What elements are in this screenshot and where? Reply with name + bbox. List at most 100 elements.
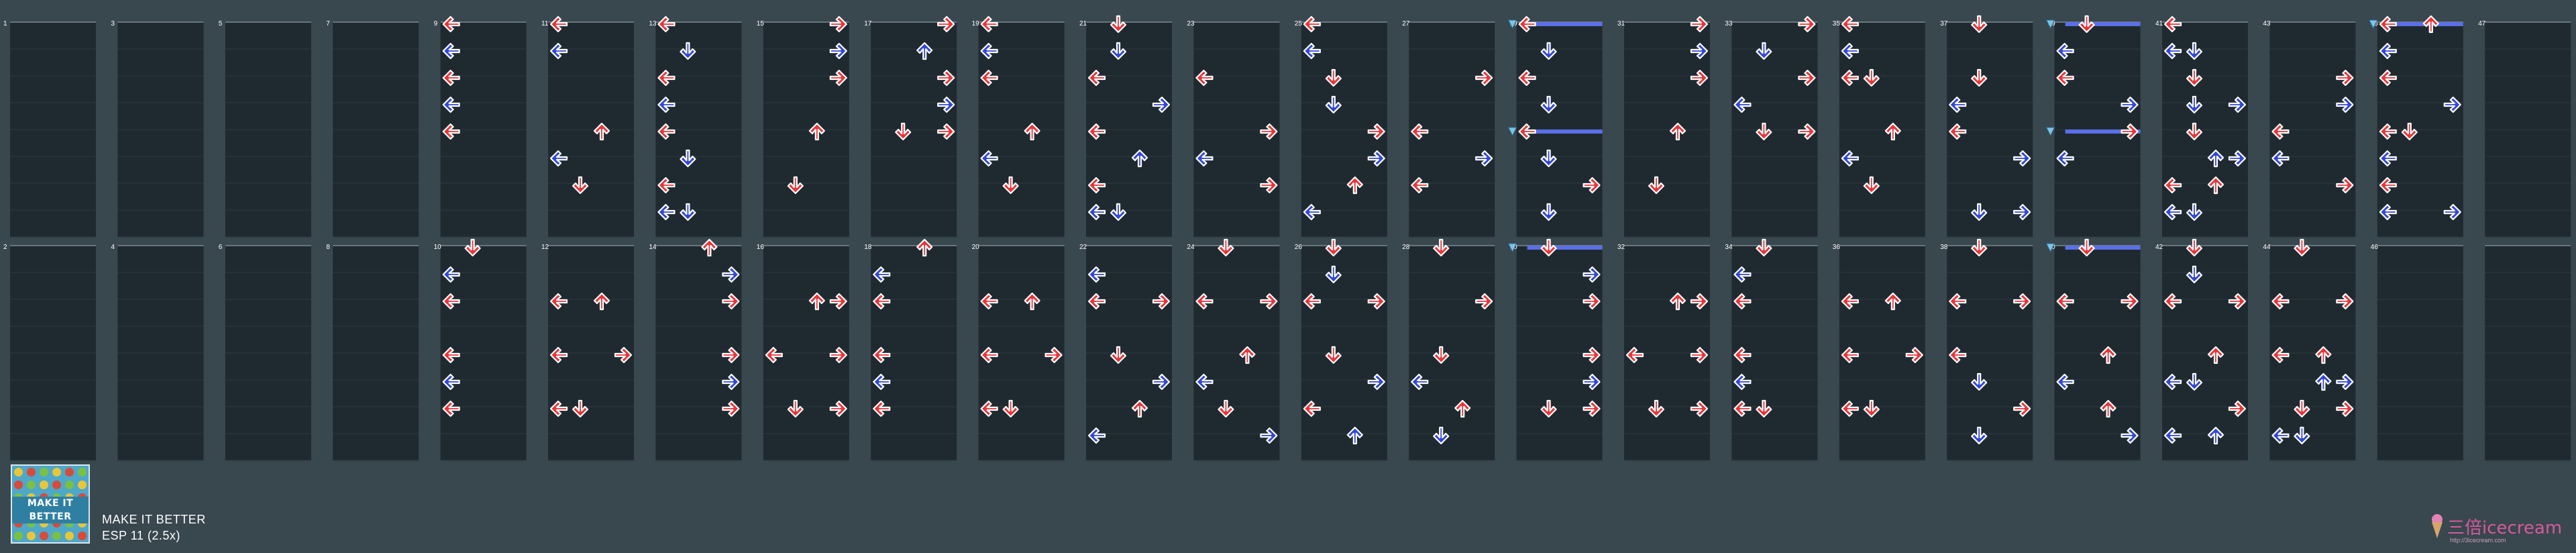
arrow-D-m34-b6 — [1756, 399, 1772, 418]
arrow-U-m40-b4 — [2100, 346, 2116, 364]
arrow-D-m33-b1 — [1756, 42, 1772, 60]
arrow-L-m18-b2 — [873, 293, 891, 310]
arrow-L-m40-b5 — [2056, 373, 2074, 391]
arrow-D-m36-b6 — [1863, 399, 1880, 418]
arrow-U-m41-b6 — [2207, 176, 2224, 195]
arrow-L-m29-b2 — [1518, 69, 1536, 87]
arrow-L-m10-b5 — [442, 373, 460, 391]
arrow-L-m19-b0 — [980, 15, 998, 33]
arrow-L-m18-b6 — [873, 400, 891, 417]
arrow-R-m31-b0 — [1690, 15, 1709, 33]
arrow-U-m42-b4 — [2207, 346, 2224, 364]
freeze-marker — [1507, 243, 1517, 253]
arrow-R-m44-b5 — [2336, 373, 2354, 391]
arrow-R-m32-b4 — [1690, 346, 1709, 364]
arrow-L-m10-b2 — [442, 293, 460, 310]
arrow-D-m34-b0 — [1756, 238, 1772, 257]
arrow-D-m21-b1 — [1110, 42, 1127, 60]
arrow-R-m26-b2 — [1367, 293, 1385, 310]
arrow-L-m27-b6 — [1411, 177, 1429, 194]
arrow-L-m38-b4 — [1949, 346, 1967, 364]
arrow-L-m34-b6 — [1733, 400, 1752, 417]
arrow-D-m37-b7 — [1971, 203, 1988, 221]
arrow-L-m19-b2 — [980, 69, 998, 87]
arrow-D-m10-b0 — [464, 238, 481, 257]
arrow-L-m12-b2 — [549, 293, 568, 310]
arrow-D-m30-b0 — [1540, 238, 1557, 257]
arrow-L-m44-b7 — [2271, 427, 2290, 444]
arrow-U-m44-b5 — [2315, 372, 2332, 391]
arrow-R-m14-b6 — [722, 400, 740, 417]
arrow-R-m28-b2 — [1475, 293, 1493, 310]
arrow-R-m27-b2 — [1475, 69, 1493, 87]
arrow-L-m10-b4 — [442, 346, 460, 364]
arrow-L-m38-b2 — [1949, 293, 1967, 310]
arrow-U-m42-b7 — [2207, 426, 2224, 445]
arrow-R-m25-b4 — [1367, 123, 1385, 140]
arrow-U-m12-b2 — [593, 292, 610, 311]
arrow-D-m41-b3 — [2186, 95, 2203, 114]
arrow-R-m27-b5 — [1475, 150, 1493, 167]
arrow-L-m13-b0 — [657, 15, 676, 33]
arrow-L-m43-b5 — [2271, 150, 2290, 167]
arrow-U-m22-b6 — [1131, 399, 1148, 418]
measure-number: 13 — [649, 20, 657, 28]
arrow-R-m15-b0 — [829, 15, 847, 33]
arrow-R-m25-b5 — [1367, 150, 1385, 167]
arrow-L-m41-b7 — [2163, 203, 2182, 221]
arrow-D-m33-b4 — [1756, 122, 1772, 141]
arrow-L-m35-b5 — [1841, 150, 1859, 167]
arrow-L-m16-b4 — [765, 346, 783, 364]
arrow-R-m36-b4 — [1905, 346, 1923, 364]
arrow-D-m38-b0 — [1971, 238, 1988, 257]
arrow-L-m37-b4 — [1949, 123, 1967, 140]
arrow-R-m44-b2 — [2336, 293, 2354, 310]
measure-number: 19 — [972, 20, 980, 28]
arrow-R-m31-b1 — [1690, 42, 1709, 60]
measure-number: 7 — [326, 20, 330, 28]
measure-number: 47 — [2478, 20, 2486, 28]
arrow-R-m33-b4 — [1798, 123, 1816, 140]
arrow-L-m11-b0 — [549, 15, 568, 33]
arrow-L-m11-b5 — [549, 150, 568, 167]
arrow-D-m26-b0 — [1325, 238, 1342, 257]
arrow-L-m36-b4 — [1841, 346, 1859, 364]
arrow-R-m12-b4 — [614, 346, 633, 364]
arrow-L-m44-b4 — [2271, 346, 2290, 364]
measure-number: 25 — [1295, 20, 1303, 28]
arrow-L-m32-b4 — [1625, 346, 1644, 364]
arrow-D-m21-b7 — [1110, 203, 1127, 221]
freeze-marker — [1507, 19, 1517, 30]
arrow-L-m34-b2 — [1733, 293, 1752, 310]
arrow-L-m39-b5 — [2056, 150, 2074, 167]
arrow-U-m16-b2 — [808, 292, 825, 311]
measure-number: 44 — [2263, 244, 2271, 251]
arrow-D-m13-b1 — [680, 42, 696, 60]
arrow-R-m45-b7 — [2443, 203, 2461, 221]
arrow-L-m10-b1 — [442, 266, 460, 283]
arrow-D-m42-b1 — [2186, 265, 2203, 284]
arrow-D-m39-b0 — [2078, 15, 2095, 34]
arrow-D-m44-b6 — [2294, 399, 2310, 418]
arrow-L-m34-b5 — [1733, 373, 1752, 391]
arrow-D-m16-b6 — [787, 399, 804, 418]
arrow-L-m18-b5 — [873, 373, 891, 391]
arrow-L-m33-b3 — [1733, 96, 1752, 113]
arrow-L-m25-b1 — [1303, 42, 1321, 60]
arrow-L-m9-b4 — [442, 123, 460, 140]
arrow-L-m13-b7 — [657, 203, 676, 221]
arrow-L-m20-b6 — [980, 400, 998, 417]
arrow-U-m28-b6 — [1454, 399, 1471, 418]
arrow-L-m34-b4 — [1733, 346, 1752, 364]
arrow-R-m33-b0 — [1798, 15, 1816, 33]
arrow-D-m25-b2 — [1325, 68, 1342, 87]
measure-number: 42 — [2155, 244, 2163, 251]
arrow-R-m15-b2 — [829, 69, 847, 87]
arrow-R-m43-b2 — [2336, 69, 2354, 87]
arrow-L-m20-b4 — [980, 346, 998, 364]
arrow-U-m45-b0 — [2422, 15, 2439, 34]
arrow-L-m9-b0 — [442, 15, 460, 33]
measure-number: 36 — [1833, 244, 1841, 251]
arrow-L-m21-b6 — [1087, 177, 1106, 194]
